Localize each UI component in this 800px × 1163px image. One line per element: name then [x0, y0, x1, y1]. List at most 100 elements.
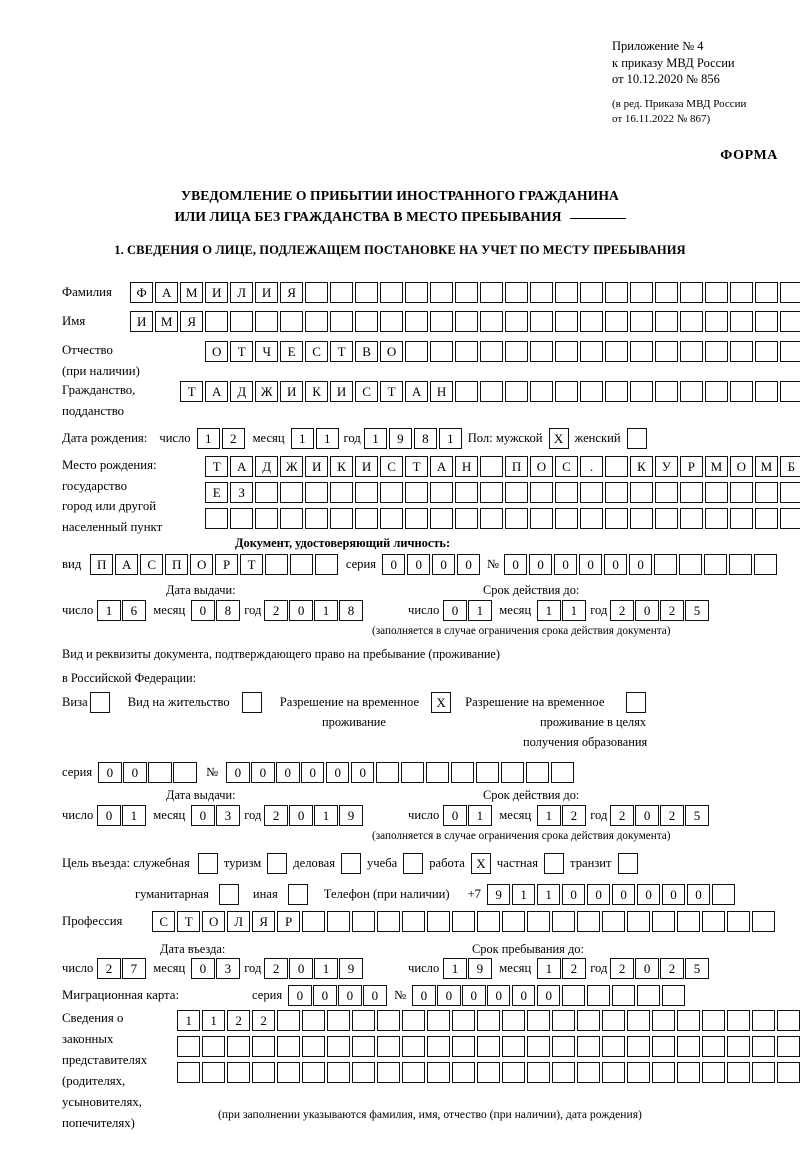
char-box[interactable] [601, 1062, 626, 1083]
char-box[interactable] [604, 508, 629, 529]
char-box[interactable]: 0 [635, 600, 659, 621]
char-box[interactable]: 2 [97, 958, 121, 979]
char-box[interactable] [279, 311, 304, 332]
char-box[interactable]: 5 [685, 600, 709, 621]
char-box[interactable] [429, 282, 454, 303]
char-box[interactable] [728, 554, 753, 575]
char-box[interactable] [301, 1062, 326, 1083]
char-box[interactable] [704, 482, 729, 503]
char-box[interactable] [526, 1036, 551, 1057]
char-box[interactable] [354, 311, 379, 332]
edu-residence-checkbox[interactable] [626, 692, 647, 713]
char-box[interactable] [379, 508, 404, 529]
char-box[interactable] [729, 311, 754, 332]
char-box[interactable]: М [704, 456, 729, 477]
char-box[interactable] [651, 1036, 676, 1057]
char-box[interactable]: 0 [97, 805, 121, 826]
char-box[interactable]: 0 [578, 554, 603, 575]
char-box[interactable]: 1 [363, 428, 388, 449]
char-box[interactable] [326, 1062, 351, 1083]
char-box[interactable]: 0 [123, 762, 147, 783]
char-box[interactable]: П [164, 554, 189, 575]
char-box[interactable] [329, 508, 354, 529]
char-box[interactable]: 2 [610, 805, 634, 826]
char-box[interactable] [404, 282, 429, 303]
char-box[interactable]: М [179, 282, 204, 303]
char-box[interactable] [703, 554, 728, 575]
char-box[interactable]: Т [176, 911, 201, 932]
char-box[interactable] [704, 311, 729, 332]
char-box[interactable] [326, 911, 351, 932]
char-box[interactable] [376, 1062, 401, 1083]
char-box[interactable]: 0 [636, 884, 661, 905]
char-box[interactable]: Я [279, 282, 304, 303]
char-box[interactable] [587, 985, 611, 1006]
char-box[interactable] [504, 311, 529, 332]
char-box[interactable] [726, 911, 751, 932]
char-box[interactable]: 0 [443, 805, 467, 826]
char-box[interactable] [779, 482, 800, 503]
char-box[interactable] [426, 911, 451, 932]
char-box[interactable]: Н [454, 456, 479, 477]
char-box[interactable]: 0 [301, 762, 325, 783]
char-box[interactable]: 8 [413, 428, 438, 449]
char-box[interactable] [276, 1010, 301, 1031]
char-box[interactable]: 1 [511, 884, 536, 905]
char-box[interactable] [779, 311, 800, 332]
purpose-work-checkbox[interactable]: X [470, 853, 491, 874]
char-box[interactable] [604, 381, 629, 402]
char-box[interactable]: 0 [456, 554, 481, 575]
char-box[interactable]: О [529, 456, 554, 477]
char-box[interactable]: Т [379, 381, 404, 402]
char-box[interactable]: В [354, 341, 379, 362]
char-box[interactable] [329, 311, 354, 332]
char-box[interactable] [301, 1010, 326, 1031]
char-box[interactable] [651, 911, 676, 932]
char-box[interactable]: 3 [216, 958, 240, 979]
char-box[interactable]: 1 [314, 958, 338, 979]
char-box[interactable] [326, 1036, 351, 1057]
char-box[interactable] [726, 1010, 751, 1031]
char-box[interactable]: 2 [660, 805, 684, 826]
char-box[interactable]: 9 [339, 805, 363, 826]
representatives-input-2[interactable] [177, 1036, 800, 1057]
char-box[interactable] [729, 341, 754, 362]
char-box[interactable]: А [154, 282, 179, 303]
char-box[interactable] [601, 1036, 626, 1057]
char-box[interactable] [251, 1062, 276, 1083]
char-box[interactable]: О [729, 456, 754, 477]
char-box[interactable]: 2 [660, 958, 684, 979]
char-box[interactable]: 1 [314, 805, 338, 826]
char-box[interactable] [451, 1010, 476, 1031]
char-box[interactable] [173, 762, 197, 783]
char-box[interactable]: 0 [191, 600, 215, 621]
char-box[interactable] [376, 1010, 401, 1031]
char-box[interactable]: 2 [610, 600, 634, 621]
char-box[interactable] [251, 1036, 276, 1057]
char-box[interactable]: 0 [586, 884, 611, 905]
char-box[interactable] [653, 554, 678, 575]
purpose-service-checkbox[interactable] [197, 853, 218, 874]
char-box[interactable]: 1 [438, 428, 463, 449]
char-box[interactable] [701, 1036, 726, 1057]
char-box[interactable]: И [279, 381, 304, 402]
purpose-study-checkbox[interactable] [403, 853, 424, 874]
char-box[interactable]: 0 [503, 554, 528, 575]
char-box[interactable]: 0 [635, 958, 659, 979]
char-box[interactable]: С [554, 456, 579, 477]
purpose-tourism-checkbox[interactable] [267, 853, 288, 874]
char-box[interactable] [753, 554, 778, 575]
char-box[interactable] [626, 1062, 651, 1083]
char-box[interactable]: 0 [561, 884, 586, 905]
char-box[interactable] [426, 762, 450, 783]
char-box[interactable] [451, 762, 475, 783]
